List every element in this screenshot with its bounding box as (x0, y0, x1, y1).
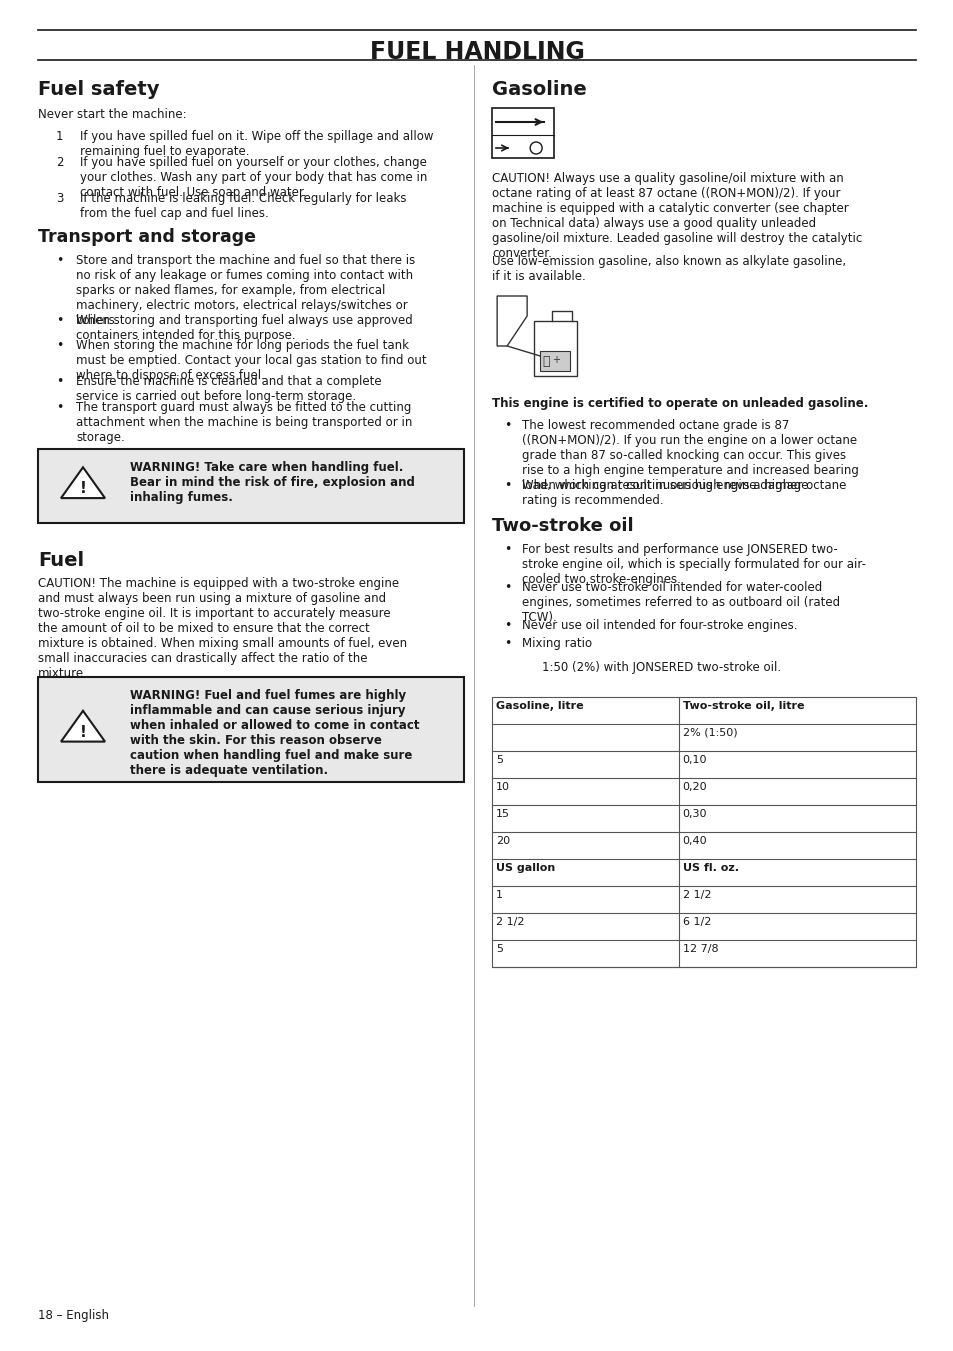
Text: •: • (503, 638, 511, 650)
Text: 0,30: 0,30 (682, 809, 706, 819)
Text: •: • (56, 339, 63, 353)
Text: 2 1/2: 2 1/2 (682, 890, 710, 900)
Text: If you have spilled fuel on it. Wipe off the spillage and allow
remaining fuel t: If you have spilled fuel on it. Wipe off… (80, 130, 433, 158)
Text: 1: 1 (56, 130, 64, 143)
Text: The transport guard must always be fitted to the cutting
attachment when the mac: The transport guard must always be fitte… (76, 401, 412, 444)
Text: If the machine is leaking fuel. Check regularly for leaks
from the fuel cap and : If the machine is leaking fuel. Check re… (80, 192, 406, 220)
Text: 6 1/2: 6 1/2 (682, 917, 710, 927)
Text: •: • (503, 581, 511, 594)
Text: Two-stroke oil: Two-stroke oil (492, 517, 633, 535)
Text: WARNING! Fuel and fuel fumes are highly
inflammable and can cause serious injury: WARNING! Fuel and fuel fumes are highly … (130, 689, 419, 777)
Text: When storing and transporting fuel always use approved
containers intended for t: When storing and transporting fuel alway… (76, 313, 413, 342)
Text: 15: 15 (496, 809, 510, 819)
Text: CAUTION! The machine is equipped with a two-stroke engine
and must always been r: CAUTION! The machine is equipped with a … (38, 577, 407, 680)
Text: Never use oil intended for four-stroke engines.: Never use oil intended for four-stroke e… (521, 619, 797, 632)
FancyBboxPatch shape (492, 697, 915, 967)
Text: Gasoline, litre: Gasoline, litre (496, 701, 583, 711)
Text: !: ! (79, 725, 87, 740)
Text: Two-stroke oil, litre: Two-stroke oil, litre (682, 701, 803, 711)
Text: Use low-emission gasoline, also known as alkylate gasoline,
if it is available.: Use low-emission gasoline, also known as… (492, 255, 845, 282)
Text: When working at continuous high revs a higher octane
rating is recommended.: When working at continuous high revs a h… (521, 480, 845, 507)
Text: 0,20: 0,20 (682, 782, 706, 792)
Text: •: • (56, 313, 63, 327)
Text: For best results and performance use JONSERED two-
stroke engine oil, which is s: For best results and performance use JON… (521, 543, 865, 586)
Text: Store and transport the machine and fuel so that there is
no risk of any leakage: Store and transport the machine and fuel… (76, 254, 415, 327)
FancyBboxPatch shape (539, 351, 570, 372)
Text: •: • (503, 480, 511, 492)
Text: WARNING! Take care when handling fuel.
Bear in mind the risk of fire, explosion : WARNING! Take care when handling fuel. B… (130, 461, 415, 504)
Text: 2 1/2: 2 1/2 (496, 917, 524, 927)
Text: If you have spilled fuel on yourself or your clothes, change
your clothes. Wash : If you have spilled fuel on yourself or … (80, 155, 427, 199)
Text: Ensure the machine is cleaned and that a complete
service is carried out before : Ensure the machine is cleaned and that a… (76, 376, 381, 403)
Text: Never start the machine:: Never start the machine: (38, 108, 187, 122)
FancyBboxPatch shape (38, 677, 464, 782)
Text: FUEL HANDLING: FUEL HANDLING (369, 41, 584, 63)
FancyBboxPatch shape (492, 108, 554, 158)
Text: 12 7/8: 12 7/8 (682, 944, 718, 954)
Text: •: • (56, 254, 63, 267)
Text: 3: 3 (56, 192, 63, 205)
Text: Gasoline: Gasoline (492, 80, 586, 99)
Text: 10: 10 (496, 782, 510, 792)
Text: US fl. oz.: US fl. oz. (682, 863, 738, 873)
Polygon shape (61, 467, 105, 499)
Text: 20: 20 (496, 836, 510, 846)
Text: CAUTION! Always use a quality gasoline/oil mixture with an
octane rating of at l: CAUTION! Always use a quality gasoline/o… (492, 172, 862, 259)
Text: 0,40: 0,40 (682, 836, 706, 846)
Text: 2: 2 (56, 155, 64, 169)
Polygon shape (534, 322, 577, 376)
Text: 5: 5 (496, 755, 502, 765)
Text: •: • (503, 619, 511, 632)
Text: 18 – English: 18 – English (38, 1309, 109, 1323)
Text: ⛽: ⛽ (541, 355, 549, 367)
Text: •: • (503, 419, 511, 432)
Text: •: • (56, 376, 63, 388)
Text: When storing the machine for long periods the fuel tank
must be emptied. Contact: When storing the machine for long period… (76, 339, 426, 382)
Text: 5: 5 (496, 944, 502, 954)
Text: Mixing ratio: Mixing ratio (521, 638, 592, 650)
Text: +: + (552, 355, 559, 365)
Text: Fuel: Fuel (38, 551, 84, 570)
Text: Transport and storage: Transport and storage (38, 228, 255, 246)
FancyBboxPatch shape (38, 449, 464, 523)
Polygon shape (497, 296, 527, 346)
Text: 2% (1:50): 2% (1:50) (682, 728, 737, 738)
Text: !: ! (79, 481, 87, 497)
Text: 0,10: 0,10 (682, 755, 706, 765)
Text: 1:50 (2%) with JONSERED two-stroke oil.: 1:50 (2%) with JONSERED two-stroke oil. (541, 661, 781, 674)
Text: The lowest recommended octane grade is 87
((RON+MON)/2). If you run the engine o: The lowest recommended octane grade is 8… (521, 419, 858, 492)
Text: 1: 1 (496, 890, 502, 900)
Text: •: • (56, 401, 63, 413)
Text: Never use two-stroke oil intended for water-cooled
engines, sometimes referred t: Never use two-stroke oil intended for wa… (521, 581, 840, 624)
Text: Fuel safety: Fuel safety (38, 80, 159, 99)
Text: This engine is certified to operate on unleaded gasoline.: This engine is certified to operate on u… (492, 397, 867, 409)
Text: •: • (503, 543, 511, 557)
Text: US gallon: US gallon (496, 863, 555, 873)
Polygon shape (61, 711, 105, 742)
